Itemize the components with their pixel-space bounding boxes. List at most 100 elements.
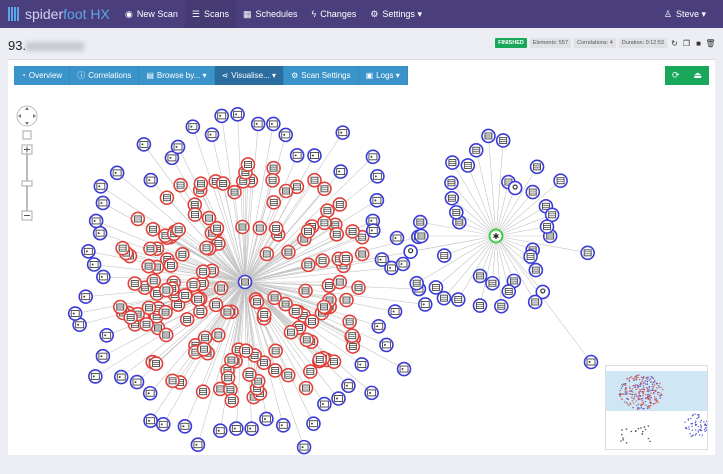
nav-new-scan[interactable]: ◉ New Scan: [125, 8, 178, 20]
entity-node[interactable]: [365, 223, 381, 238]
entity-node[interactable]: [370, 169, 385, 184]
nav-schedules[interactable]: ▦ Schedules: [242, 8, 298, 20]
entity-node[interactable]: [387, 304, 403, 319]
data-node[interactable]: [238, 343, 254, 358]
data-node[interactable]: [317, 181, 332, 197]
data-node[interactable]: [237, 274, 253, 290]
data-node[interactable]: [472, 268, 488, 284]
data-node[interactable]: [281, 244, 296, 260]
data-node[interactable]: [303, 364, 318, 379]
nav-scans[interactable]: ☰ Scans: [184, 0, 236, 28]
entity-node[interactable]: [177, 419, 193, 434]
tab-logs[interactable]: ▣ Logs ▾: [359, 66, 408, 85]
data-node[interactable]: [266, 195, 282, 210]
entity-node[interactable]: [212, 423, 228, 439]
data-node[interactable]: [450, 292, 466, 307]
data-node[interactable]: [339, 292, 354, 308]
location-node[interactable]: [507, 180, 523, 196]
entity-node[interactable]: [170, 139, 186, 155]
data-node[interactable]: [298, 380, 314, 396]
entity-node[interactable]: [67, 306, 83, 321]
entity-node[interactable]: [317, 396, 332, 412]
data-node[interactable]: [195, 384, 211, 399]
data-node[interactable]: [240, 157, 256, 172]
data-node[interactable]: [527, 294, 543, 310]
data-node[interactable]: [193, 176, 209, 192]
data-node[interactable]: [115, 240, 130, 256]
data-node[interactable]: [177, 288, 193, 303]
zoom-slider-handle[interactable]: [21, 180, 33, 187]
data-node[interactable]: [267, 290, 282, 306]
data-node[interactable]: [130, 211, 146, 227]
data-node[interactable]: [256, 307, 272, 322]
data-node[interactable]: [268, 343, 283, 359]
data-node[interactable]: [249, 294, 265, 310]
entity-node[interactable]: [113, 369, 129, 385]
data-node[interactable]: [472, 298, 488, 313]
entity-node[interactable]: [365, 149, 381, 165]
entity-node[interactable]: [278, 127, 294, 143]
data-node[interactable]: [159, 190, 175, 206]
data-node[interactable]: [171, 222, 186, 238]
graph-navigation-control[interactable]: [14, 105, 40, 223]
nav-settings[interactable]: ⚙ Settings ▾: [370, 8, 422, 20]
entity-node[interactable]: [99, 328, 114, 343]
entity-node[interactable]: [250, 116, 266, 132]
entity-node[interactable]: [92, 225, 108, 241]
data-node[interactable]: [175, 246, 190, 262]
data-node[interactable]: [351, 280, 366, 296]
entity-node[interactable]: [364, 385, 379, 401]
data-node[interactable]: [289, 179, 305, 195]
data-node[interactable]: [227, 184, 242, 200]
entity-node[interactable]: [81, 244, 96, 259]
network-graph[interactable]: ✱: [8, 60, 715, 456]
data-node[interactable]: [278, 296, 293, 312]
data-node[interactable]: [148, 356, 164, 371]
data-node[interactable]: [242, 367, 257, 382]
entity-node[interactable]: [244, 421, 259, 436]
data-node[interactable]: [278, 183, 294, 199]
entity-node[interactable]: [129, 374, 145, 390]
entity-node[interactable]: [95, 195, 111, 211]
data-node[interactable]: [252, 220, 268, 236]
data-node[interactable]: [220, 304, 235, 320]
data-node[interactable]: [163, 258, 179, 273]
data-node[interactable]: [468, 142, 484, 158]
entity-node[interactable]: [155, 417, 171, 432]
tab-browse[interactable]: ▤ Browse by... ▾: [139, 66, 215, 85]
tab-correlations[interactable]: ⓘ Correlations: [70, 66, 140, 85]
data-node[interactable]: [298, 283, 313, 299]
entity-node[interactable]: [86, 257, 102, 272]
data-node[interactable]: [208, 297, 224, 313]
entity-node[interactable]: [185, 119, 201, 134]
entity-node[interactable]: [78, 289, 94, 304]
data-node[interactable]: [187, 207, 203, 222]
data-node[interactable]: [493, 298, 509, 314]
data-node[interactable]: [215, 176, 231, 191]
entity-node[interactable]: [143, 413, 158, 429]
data-node[interactable]: [301, 257, 316, 273]
data-node[interactable]: [495, 133, 511, 148]
data-node[interactable]: [436, 290, 452, 306]
entity-node[interactable]: [95, 348, 111, 364]
entity-node[interactable]: [204, 127, 220, 142]
data-node[interactable]: [329, 226, 345, 242]
tab-scan-settings[interactable]: ⚙ Scan Settings: [284, 66, 359, 85]
entity-node[interactable]: [374, 252, 390, 267]
data-node[interactable]: [444, 175, 459, 191]
data-node[interactable]: [304, 314, 320, 329]
data-node[interactable]: [501, 284, 517, 299]
data-node[interactable]: [280, 367, 296, 383]
data-node[interactable]: [345, 339, 361, 354]
entity-node[interactable]: [296, 439, 312, 455]
data-node[interactable]: [196, 341, 212, 357]
data-node[interactable]: [123, 310, 138, 325]
data-node[interactable]: [283, 324, 299, 340]
entity-node[interactable]: [306, 416, 321, 431]
trash-icon[interactable]: 🗑: [705, 38, 716, 48]
minimap-viewport[interactable]: [606, 371, 708, 411]
data-node[interactable]: [190, 291, 206, 307]
data-node[interactable]: [195, 264, 211, 280]
nav-changes[interactable]: ϟ Changes: [311, 9, 357, 19]
data-node[interactable]: [165, 373, 180, 389]
